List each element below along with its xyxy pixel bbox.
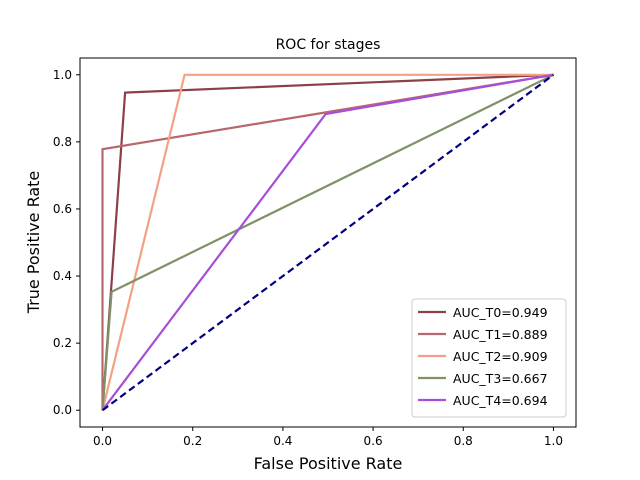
axes-frame bbox=[79, 57, 577, 428]
x-tick-label: 0.4 bbox=[273, 434, 292, 448]
chart-title: ROC for stages bbox=[276, 37, 381, 53]
x-tick-label: 0.6 bbox=[364, 434, 383, 448]
x-tick-label: 0.0 bbox=[93, 434, 112, 448]
plot-area: 0.0 0.2 0.4 0.6 0.8 1.0 0.0 0.2 0.4 0.6 0.8 1.0 AUC_… bbox=[53, 57, 577, 448]
y-tick-label: 0.2 bbox=[53, 336, 72, 350]
legend-label-4: AUC_T4=0.694 bbox=[453, 393, 548, 408]
series-line-4 bbox=[101, 73, 554, 411]
reference-diagonal-line bbox=[101, 73, 555, 412]
x-tick-label: 0.8 bbox=[454, 434, 473, 448]
y-tick-label: 0.6 bbox=[53, 202, 72, 216]
x-axis-label: False Positive Rate bbox=[254, 454, 403, 473]
y-tick-label: 0.4 bbox=[53, 269, 72, 283]
series-line-3 bbox=[101, 73, 554, 411]
series-line-2 bbox=[101, 73, 554, 411]
legend-label-0: AUC_T0=0.949 bbox=[453, 305, 548, 320]
y-tick-label: 1.0 bbox=[53, 68, 72, 82]
legend-box bbox=[411, 298, 567, 418]
legend-label-2: AUC_T2=0.909 bbox=[453, 349, 548, 364]
y-axis-label: True Positive Rate bbox=[24, 171, 43, 315]
legend-label-1: AUC_T1=0.889 bbox=[453, 327, 548, 342]
y-tick-label: 0.8 bbox=[53, 135, 72, 149]
x-tick-label: 0.2 bbox=[183, 434, 202, 448]
legend-label-3: AUC_T3=0.667 bbox=[453, 371, 548, 386]
y-tick-label: 0.0 bbox=[53, 403, 72, 417]
x-tick-label: 1.0 bbox=[544, 434, 563, 448]
